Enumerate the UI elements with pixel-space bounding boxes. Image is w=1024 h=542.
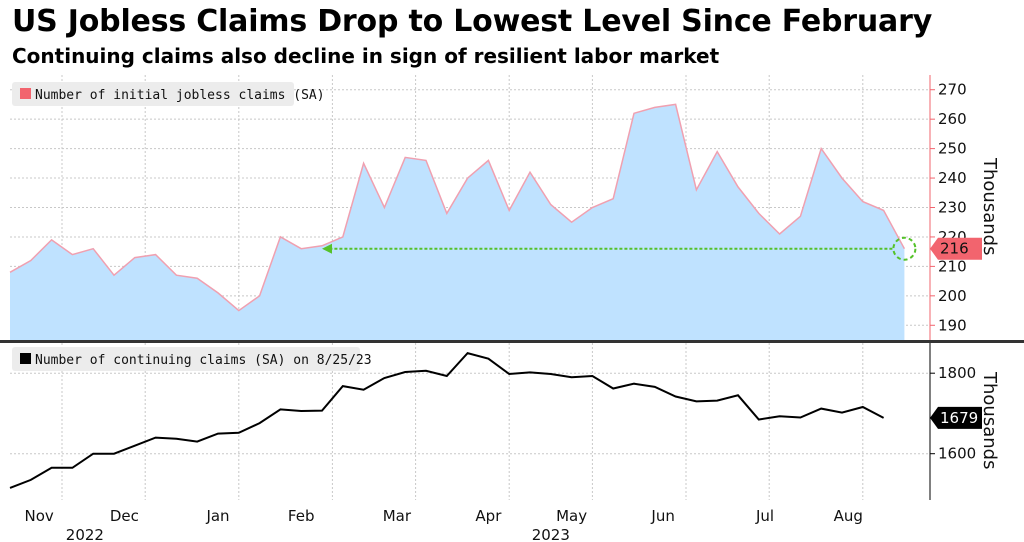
initial-claims-last-value-tag: 216 [930,237,982,260]
initial-claims-y-tick-label: 230 [938,199,967,217]
initial-claims-y-tick-label: 240 [938,169,967,187]
initial-claims-legend-label: Number of initial jobless claims (SA) [35,88,325,103]
continuing-claims-y-tick-label: 1800 [938,364,976,382]
initial-claims-unit-label: Thousands [979,157,1000,255]
initial-claims-line [9,103,906,312]
continuing-claims-legend: Number of continuing claims (SA) on 8/25… [12,347,372,371]
x-tick-label: Apr [475,507,502,525]
x-tick-label: Jun [650,507,674,525]
initial-claims-y-tick-label: 210 [938,257,967,275]
x-axis: Nov Dec Jan Feb Mar Apr May Jun Jul Aug 2022 2023 [24,507,862,542]
continuing-claims-line [9,351,885,489]
continuing-claims-unit-label: Thousands [979,371,1000,469]
initial-claims-y-tick-label: 270 [938,81,967,99]
initial-claims-y-tick-label: 250 [938,140,967,158]
initial-claims-area [10,104,905,341]
since-february-arrow [322,236,917,261]
x-tick-label: May [556,507,587,525]
x-tick-label: Dec [110,507,139,525]
latest-point-marker [892,236,917,261]
initial-claims-y-tick-label: 260 [938,110,967,128]
chart-title: US Jobless Claims Drop to Lowest Level S… [12,4,933,39]
initial-claims-legend: Number of initial jobless claims (SA) [12,82,325,106]
continuing-claims-y-tick-label: 1600 [938,445,976,463]
continuing-claims-last-value: 1679 [940,409,978,427]
continuing-claims-panel: 1600 1800 Number of continuing claims (SA… [9,343,1000,500]
chart-subtitle: Continuing claims also decline in sign o… [12,44,720,68]
continuing-claims-last-value-tag: 1679 [930,406,982,429]
x-year-label: 2022 [66,526,104,542]
x-tick-label: Nov [24,507,53,525]
x-tick-label: Jul [755,507,774,525]
continuing-claims-legend-label: Number of continuing claims (SA) on 8/25… [35,353,372,368]
initial-claims-last-value: 216 [940,240,969,258]
initial-claims-y-tick-label: 190 [938,316,967,334]
arrow-head [322,243,332,254]
x-tick-label: Aug [834,507,863,525]
x-tick-label: Feb [288,507,315,525]
x-tick-label: Jan [205,507,229,525]
x-tick-label: Mar [383,507,412,525]
x-year-label: 2023 [532,526,570,542]
initial-claims-y-tick-label: 200 [938,287,967,305]
